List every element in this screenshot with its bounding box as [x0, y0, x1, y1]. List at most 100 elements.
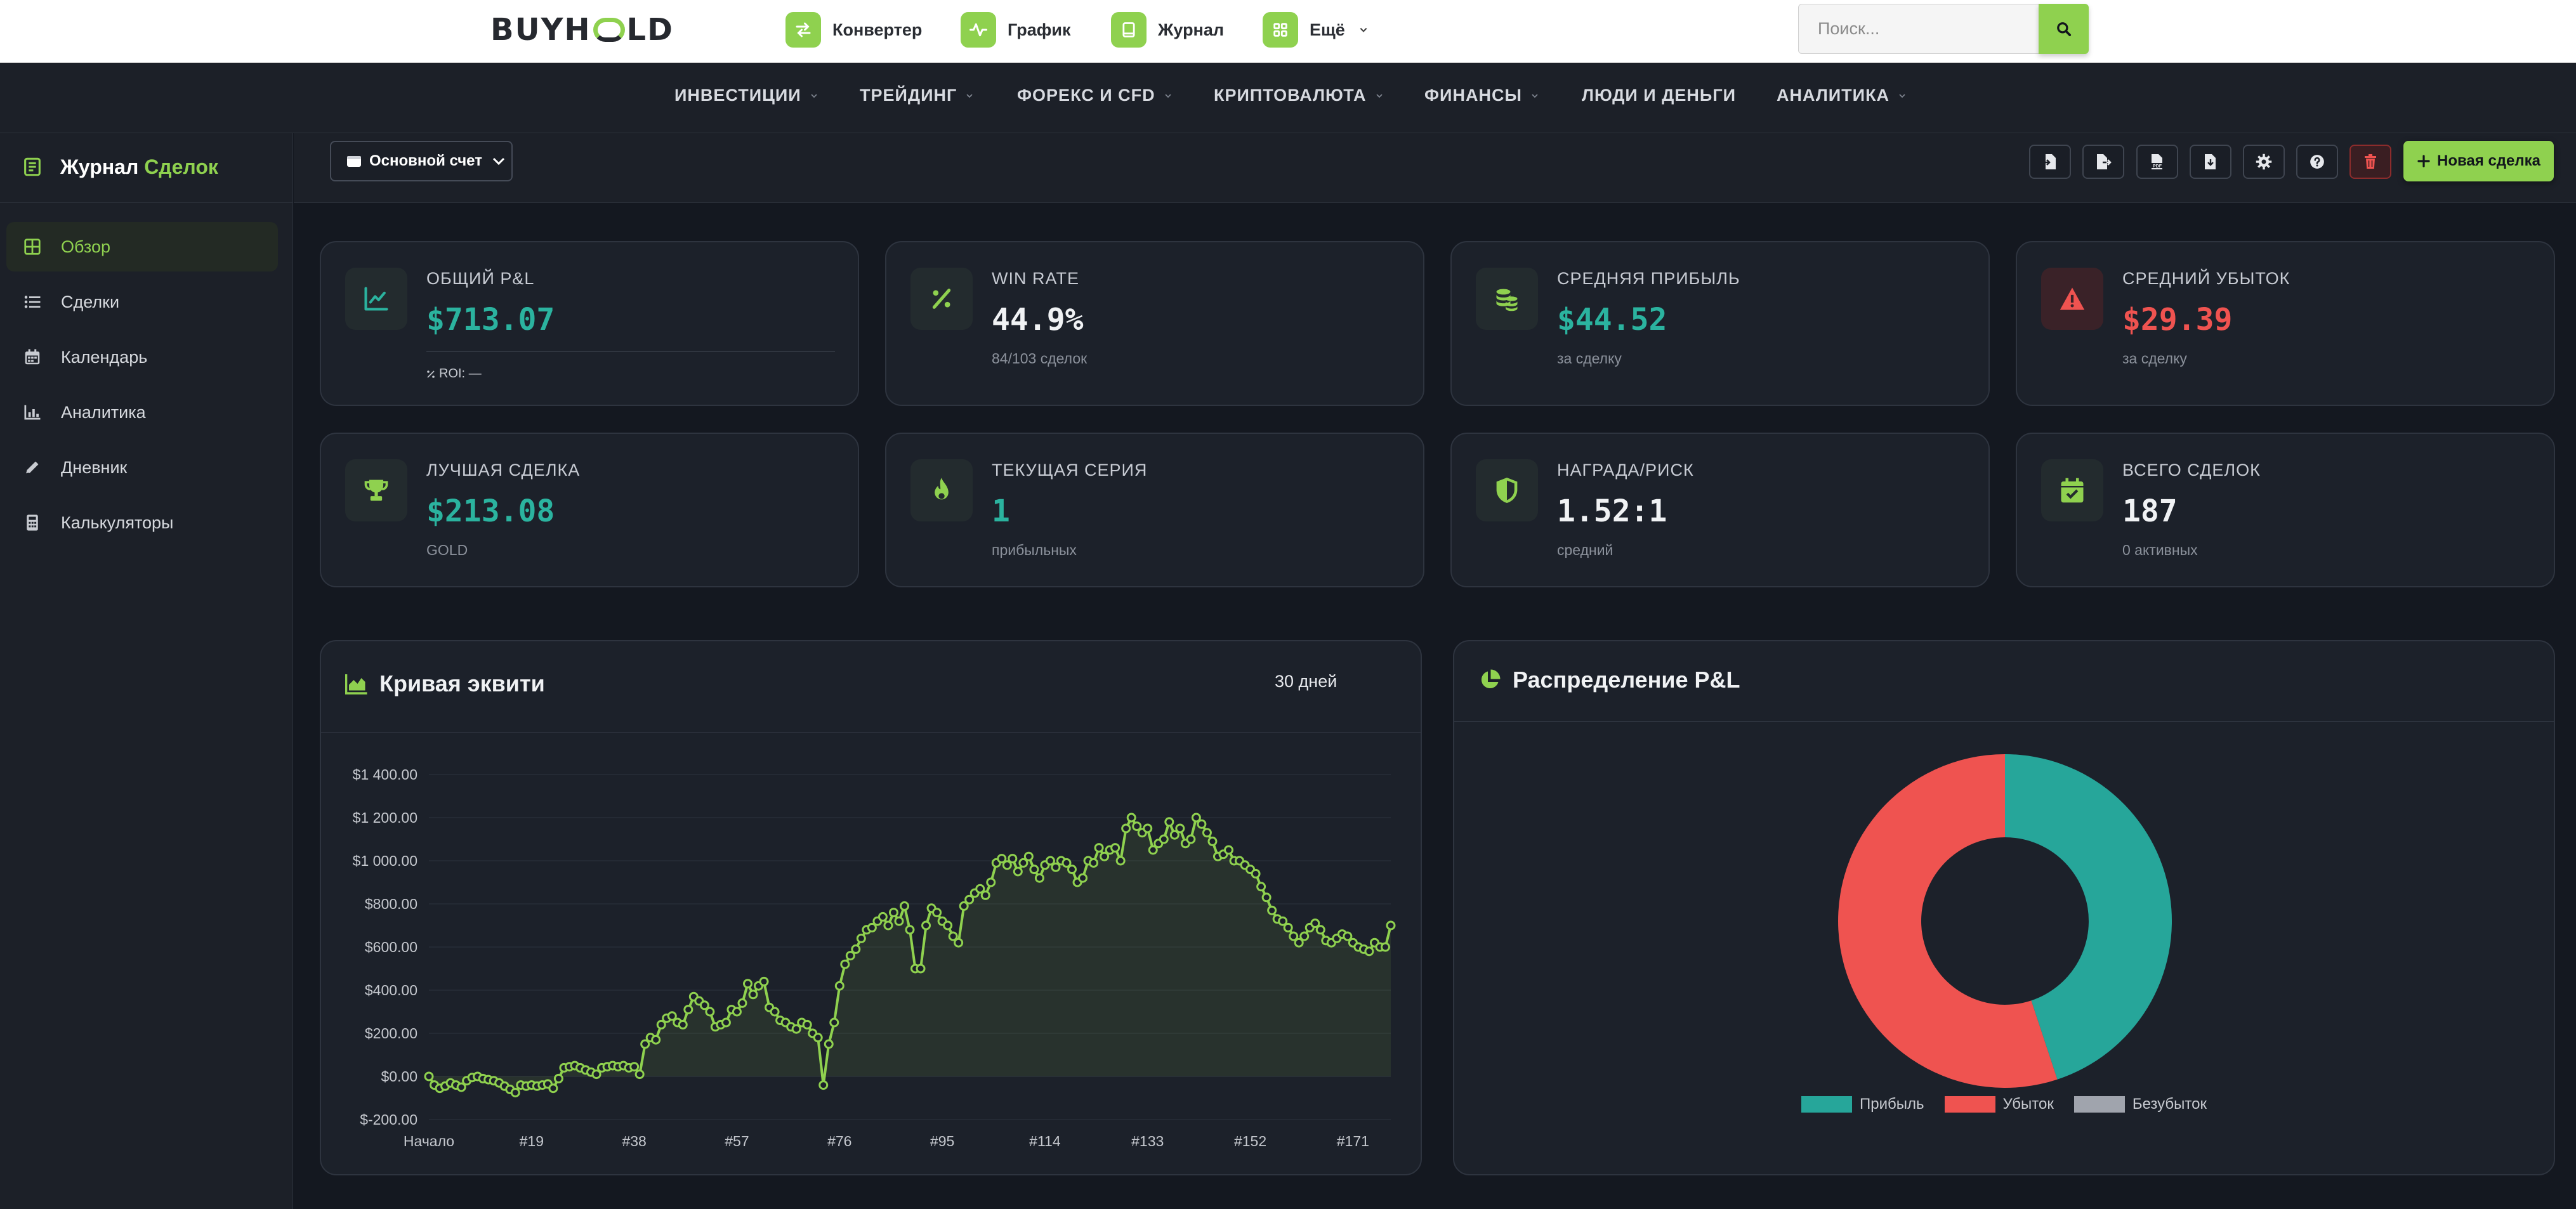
- chevron-down-icon: [1360, 27, 1367, 32]
- top-link-journal[interactable]: Журнал: [1111, 11, 1224, 48]
- stat-label: ОБЩИЙ P&L: [426, 269, 535, 288]
- data-point: [1100, 851, 1110, 861]
- chart-line-icon: [345, 268, 407, 330]
- trophy-icon: [345, 459, 407, 521]
- caret-down-icon: [966, 93, 973, 98]
- data-point: [1283, 922, 1293, 932]
- data-point: [905, 925, 915, 935]
- pie-chart-icon: [1481, 669, 1501, 689]
- stat-sub: за сделку: [1557, 350, 1622, 367]
- legend-item[interactable]: Убыток: [1944, 1095, 2054, 1113]
- legend-label: Убыток: [2002, 1095, 2054, 1113]
- settings-button[interactable]: [2243, 145, 2285, 179]
- new-trade-button[interactable]: Новая сделка: [2403, 141, 2554, 181]
- stat-card-total-trades: ВСЕГО СДЕЛОК 187 0 активных: [2016, 433, 2555, 587]
- data-point: [1110, 843, 1120, 853]
- nav-item-finance[interactable]: ФИНАНСЫ: [1424, 86, 1539, 105]
- sidebar-item-trades[interactable]: Сделки: [6, 277, 278, 327]
- data-point: [1034, 873, 1044, 883]
- top-link-label: Конвертер: [832, 20, 923, 39]
- data-point: [856, 933, 866, 943]
- top-link-more[interactable]: Ещё: [1263, 11, 1368, 48]
- pdf-file-icon: PDF: [2151, 154, 2164, 169]
- export-csv-button[interactable]: [2190, 145, 2231, 179]
- apps-icon: [1263, 12, 1298, 48]
- stat-label: ЛУЧШАЯ СДЕЛКА: [426, 461, 581, 480]
- data-point: [997, 854, 1007, 864]
- top-link-converter[interactable]: Конвертер: [785, 11, 922, 48]
- data-point: [456, 1082, 466, 1092]
- stat-value: 187: [2122, 493, 2178, 529]
- stat-label: СРЕДНЯЯ ПРИБЫЛЬ: [1557, 269, 1740, 288]
- nav-item-investments[interactable]: ИНВЕСТИЦИИ: [674, 86, 818, 105]
- logo-text-1: BUYH: [490, 12, 591, 48]
- data-point: [829, 1017, 839, 1028]
- data-point: [1380, 942, 1390, 952]
- data-point: [1115, 856, 1126, 866]
- y-tick-label: $200.00: [365, 1025, 417, 1042]
- export-pdf-button[interactable]: PDF: [2136, 145, 2178, 179]
- stat-value: $213.08: [426, 493, 555, 529]
- warning-icon: [2041, 268, 2103, 330]
- help-button[interactable]: [2296, 145, 2338, 179]
- y-tick-label: $400.00: [365, 982, 417, 998]
- account-select-label: Основной счет: [369, 152, 482, 169]
- new-trade-label: Новая сделка: [2437, 152, 2540, 169]
- percent-icon: [910, 268, 973, 330]
- y-tick-label: $-200.00: [360, 1111, 417, 1128]
- nav-item-forex[interactable]: ФОРЕКС И CFD: [1017, 86, 1172, 105]
- x-tick-label: #95: [930, 1133, 954, 1149]
- range-select[interactable]: 30 дней: [1275, 672, 1337, 691]
- sidebar-item-label: Аналитика: [61, 402, 146, 422]
- data-point: [1018, 858, 1028, 868]
- panel-header: [1454, 641, 2554, 722]
- search-button[interactable]: [2039, 4, 2089, 54]
- nav-item-label: АНАЛИТИКА: [1777, 86, 1890, 105]
- nav-item-trading[interactable]: ТРЕЙДИНГ: [860, 86, 973, 105]
- help-icon: [2310, 155, 2324, 169]
- delete-button[interactable]: [2349, 145, 2391, 179]
- nav-item-label: КРИПТОВАЛЮТА: [1214, 86, 1367, 105]
- legend-label: Прибыль: [1860, 1095, 1924, 1113]
- data-point: [877, 912, 888, 922]
- site-logo[interactable]: BUYH LD: [490, 12, 674, 48]
- stat-value: $29.39: [2122, 302, 2233, 337]
- equity-area: [429, 818, 1391, 1093]
- x-tick-label: #133: [1131, 1133, 1164, 1149]
- sidebar-item-diary[interactable]: Дневник: [6, 443, 278, 492]
- csv-file-icon: [2205, 154, 2216, 169]
- x-tick-label: #152: [1234, 1133, 1266, 1149]
- export-button[interactable]: [2082, 145, 2124, 179]
- panel-title: Кривая эквити: [345, 670, 545, 697]
- data-point: [742, 979, 752, 989]
- nav-item-people-money[interactable]: ЛЮДИ И ДЕНЬГИ: [1582, 86, 1736, 105]
- nav-item-analytics[interactable]: АНАЛИТИКА: [1777, 86, 1906, 105]
- sidebar-header: Журнал Сделок: [0, 133, 293, 203]
- data-point: [629, 1062, 640, 1072]
- top-link-chart[interactable]: График: [961, 11, 1071, 48]
- account-select[interactable]: Основной счет: [330, 141, 513, 181]
- legend-item[interactable]: Безубыток: [2073, 1095, 2207, 1113]
- data-point: [888, 908, 898, 918]
- chevron-down-icon: [492, 157, 505, 166]
- search-input[interactable]: [1798, 4, 2039, 54]
- caret-down-icon: [1899, 93, 1905, 98]
- stat-label: ТЕКУЩАЯ СЕРИЯ: [992, 461, 1148, 480]
- data-point: [699, 1000, 709, 1010]
- divider: [426, 351, 835, 352]
- sidebar-item-analytics[interactable]: Аналитика: [6, 388, 278, 437]
- stat-card-avg-profit: СРЕДНЯЯ ПРИБЫЛЬ $44.52 за сделку: [1450, 241, 1990, 406]
- sidebar-item-calendar[interactable]: Календарь: [6, 332, 278, 382]
- nav-item-crypto[interactable]: КРИПТОВАЛЮТА: [1214, 86, 1383, 105]
- legend-item[interactable]: Прибыль: [1801, 1095, 1924, 1113]
- sidebar-item-overview[interactable]: Обзор: [6, 222, 278, 271]
- sidebar-title-main: Журнал: [60, 155, 139, 178]
- pencil-icon: [25, 461, 39, 474]
- sidebar: Журнал Сделок Обзор Сделки Календарь Ана…: [0, 133, 293, 1209]
- roi-value: —: [468, 367, 482, 381]
- data-point: [1386, 920, 1396, 931]
- data-point: [1256, 882, 1266, 892]
- sidebar-item-calculators[interactable]: Калькуляторы: [6, 498, 278, 547]
- import-button[interactable]: [2029, 145, 2071, 179]
- stat-card-win-rate: WIN RATE 44.9% 84/103 сделок: [885, 241, 1424, 406]
